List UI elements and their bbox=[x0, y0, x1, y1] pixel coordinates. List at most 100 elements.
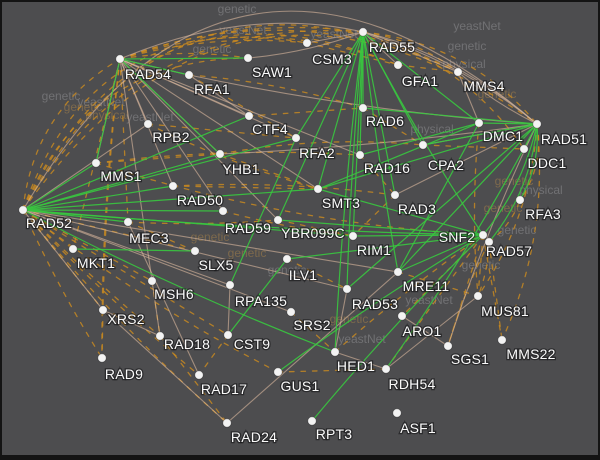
node-MKT1[interactable] bbox=[68, 244, 78, 254]
edge-physical-interaction-MUS81-RDH54[interactable] bbox=[385, 295, 479, 370]
edge-genetic-interaction-RAD50-RAD3[interactable] bbox=[172, 183, 396, 196]
edge-genetic-interaction-RAD52-CSM3[interactable] bbox=[22, 36, 308, 211]
edge-genetic-interaction-RAD57-MUS81[interactable] bbox=[477, 241, 490, 297]
edge-genetic-interaction-RAD52-RAD51[interactable] bbox=[22, 34, 538, 211]
edge-physical-interaction-DMC1-MMS4[interactable] bbox=[457, 71, 480, 124]
node-SRS2[interactable] bbox=[286, 307, 296, 317]
node-CST9[interactable] bbox=[223, 330, 233, 340]
edge-genetic-interaction-RAD54-XRS2[interactable] bbox=[102, 58, 121, 311]
node-RFA1[interactable] bbox=[184, 70, 194, 80]
node-RAD16[interactable] bbox=[355, 150, 365, 160]
edge-physical-interaction-RAD55-MMS4[interactable] bbox=[362, 31, 459, 73]
node-GUS1[interactable] bbox=[273, 367, 283, 377]
node-RDH54[interactable] bbox=[381, 364, 391, 374]
edge-genetic-interaction-RAD52-RAD9[interactable] bbox=[22, 209, 103, 359]
edge-genetic-interaction-SRS2-HED1[interactable] bbox=[290, 311, 336, 353]
node-YBR099C[interactable] bbox=[273, 215, 283, 225]
edge-genetic-interaction-XRS2-RAD9[interactable] bbox=[101, 309, 104, 359]
edge-physical-interaction-HED1-RDH54[interactable] bbox=[334, 351, 387, 370]
node-MRE11[interactable] bbox=[393, 267, 403, 277]
node-RAD50[interactable] bbox=[168, 181, 178, 191]
edge-co-expression-RAD52-CTF4[interactable] bbox=[22, 115, 250, 211]
edge-co-expression-RAD54-SAW1[interactable] bbox=[119, 57, 249, 60]
edge-genetic-interaction-MRE11-MUS81[interactable] bbox=[397, 271, 479, 297]
edge-genetic-interaction-RAD18-RAD24[interactable] bbox=[159, 335, 228, 424]
edge-co-expression-RAD55-HED1[interactable] bbox=[334, 31, 364, 353]
edge-physical-interaction-RAD24-XRS2[interactable] bbox=[102, 309, 228, 424]
edge-genetic-interaction-YHB1-CPA2[interactable] bbox=[219, 141, 424, 155]
node-MMS4[interactable] bbox=[453, 67, 463, 77]
edge-physical-interaction-SGS1-ARO1[interactable] bbox=[401, 315, 449, 347]
node-SMT3[interactable] bbox=[313, 184, 323, 194]
node-RAD18[interactable] bbox=[155, 331, 165, 341]
node-RAD59[interactable] bbox=[218, 206, 228, 216]
edge-genetic-interaction-CTF4-RAD6[interactable] bbox=[248, 107, 364, 117]
edge-co-expression-SNF2-RPT3[interactable] bbox=[311, 234, 484, 422]
node-DDC1[interactable] bbox=[519, 144, 529, 154]
edge-genetic-interaction-DMC1-MUS81[interactable] bbox=[473, 122, 480, 297]
edge-genetic-interaction-RAD59-RIM1[interactable] bbox=[222, 210, 354, 237]
edge-genetic-interaction-YBR099C-RIM1[interactable] bbox=[277, 219, 354, 237]
edge-co-expression-RAD52-SMT3[interactable] bbox=[22, 188, 319, 211]
node-CPA2[interactable] bbox=[418, 140, 428, 150]
node-DMC1[interactable] bbox=[474, 118, 484, 128]
edge-co-expression-RAD52-MMS1[interactable] bbox=[22, 162, 97, 211]
edge-physical-interaction-RAD55-RAD51[interactable] bbox=[362, 31, 538, 125]
edge-physical-interaction-RAD52-XRS2[interactable] bbox=[22, 209, 104, 311]
edge-physical-interaction-RAD54-RAD16[interactable] bbox=[119, 58, 361, 156]
edge-genetic-interaction-ILV1-RAD53[interactable] bbox=[286, 258, 348, 290]
network-canvas[interactable]: genetic yeastNet yeastNet genetic yeastNet ge… bbox=[2, 2, 598, 455]
edge-genetic-interaction-RAD52-MMS4[interactable] bbox=[22, 24, 459, 211]
edge-genetic-interaction-RAD54-CSM3[interactable] bbox=[119, 39, 308, 60]
node-MUS81[interactable] bbox=[473, 291, 483, 301]
edge-genetic-interaction-CPA2-DDC1[interactable] bbox=[422, 144, 525, 150]
edge-genetic-interaction-RAD52-RAD18[interactable] bbox=[22, 209, 161, 337]
edge-co-expression-RAD51-RAD6[interactable] bbox=[362, 107, 538, 125]
edge-genetic-interaction-RAD57-SGS1[interactable] bbox=[447, 241, 490, 347]
node-XRS2[interactable] bbox=[98, 305, 108, 315]
edge-physical-interaction-RAD55-CSM3[interactable] bbox=[306, 31, 364, 44]
edge-physical-interaction-RAD53-HED1[interactable] bbox=[334, 288, 348, 353]
edge-co-expression-SNF2-SMT3[interactable] bbox=[317, 188, 484, 236]
node-SGS1[interactable] bbox=[443, 341, 453, 351]
edge-genetic-interaction-MMS1-SNF2[interactable] bbox=[95, 162, 484, 236]
edge-co-expression-RAD55-MRE11[interactable] bbox=[362, 31, 399, 273]
edge-co-expression-RAD52-RAD59[interactable] bbox=[22, 209, 224, 212]
node-MEC3[interactable] bbox=[123, 217, 133, 227]
node-GFA1[interactable] bbox=[393, 60, 403, 70]
edge-genetic-interaction-RAD16-RAD3[interactable] bbox=[359, 154, 396, 196]
node-RAD24[interactable] bbox=[222, 418, 232, 428]
node-SLX5[interactable] bbox=[190, 246, 200, 256]
node-RAD6[interactable] bbox=[358, 103, 368, 113]
edge-co-expression-RAD52-HED1[interactable] bbox=[22, 209, 336, 353]
edge-physical-interaction-RAD54-RFA2[interactable] bbox=[119, 58, 297, 139]
edge-physical-interaction-RAD51-RAD3[interactable] bbox=[394, 123, 538, 196]
edge-physical-interaction-RAD54-RAD59[interactable] bbox=[119, 58, 224, 212]
edge-co-expression-RAD54-MMS1[interactable] bbox=[95, 58, 121, 164]
edge-co-expression-RAD52-YHB1[interactable] bbox=[22, 153, 221, 211]
edge-physical-interaction-RPA135-CST9[interactable] bbox=[227, 284, 231, 336]
edge-genetic-interaction-CST9-RAD17[interactable] bbox=[198, 334, 229, 376]
edge-co-expression-RAD51-SMT3[interactable] bbox=[317, 123, 538, 190]
edge-co-expression-DMC1-MRE11[interactable] bbox=[397, 122, 480, 273]
edge-genetic-interaction-RAD54-SAW1[interactable] bbox=[119, 52, 249, 60]
edge-physical-interaction-RAD51-YHB1[interactable] bbox=[219, 123, 538, 155]
edge-co-expression-RAD51-SNF2[interactable] bbox=[482, 123, 538, 236]
node-RAD9[interactable] bbox=[97, 353, 107, 363]
node-RPT3[interactable] bbox=[307, 416, 317, 426]
edge-physical-interaction-RAD52-RPB2[interactable] bbox=[22, 123, 149, 211]
edge-co-expression-RAD55-CPA2[interactable] bbox=[362, 31, 424, 146]
edge-physical-interaction-RAD54-SMT3[interactable] bbox=[119, 58, 319, 190]
edge-co-expression-RAD51-RFA3[interactable] bbox=[519, 123, 539, 201]
node-MMS1[interactable] bbox=[91, 158, 101, 168]
edge-co-expression-RAD51-RDH54[interactable] bbox=[385, 123, 538, 370]
edge-genetic-interaction-RAD51-MUS81[interactable] bbox=[477, 123, 538, 297]
node-ARO1[interactable] bbox=[397, 311, 407, 321]
edge-co-expression-RAD55-RIM1[interactable] bbox=[352, 31, 364, 237]
edge-co-expression-SNF2-MRE11[interactable] bbox=[397, 234, 484, 273]
edge-co-expression-RAD51-RAD57[interactable] bbox=[488, 123, 538, 243]
node-SNF2[interactable] bbox=[478, 230, 488, 240]
node-RAD51[interactable] bbox=[532, 119, 542, 129]
edge-genetic-interaction-RAD52-CST9[interactable] bbox=[22, 209, 229, 336]
node-RAD17[interactable] bbox=[194, 370, 204, 380]
